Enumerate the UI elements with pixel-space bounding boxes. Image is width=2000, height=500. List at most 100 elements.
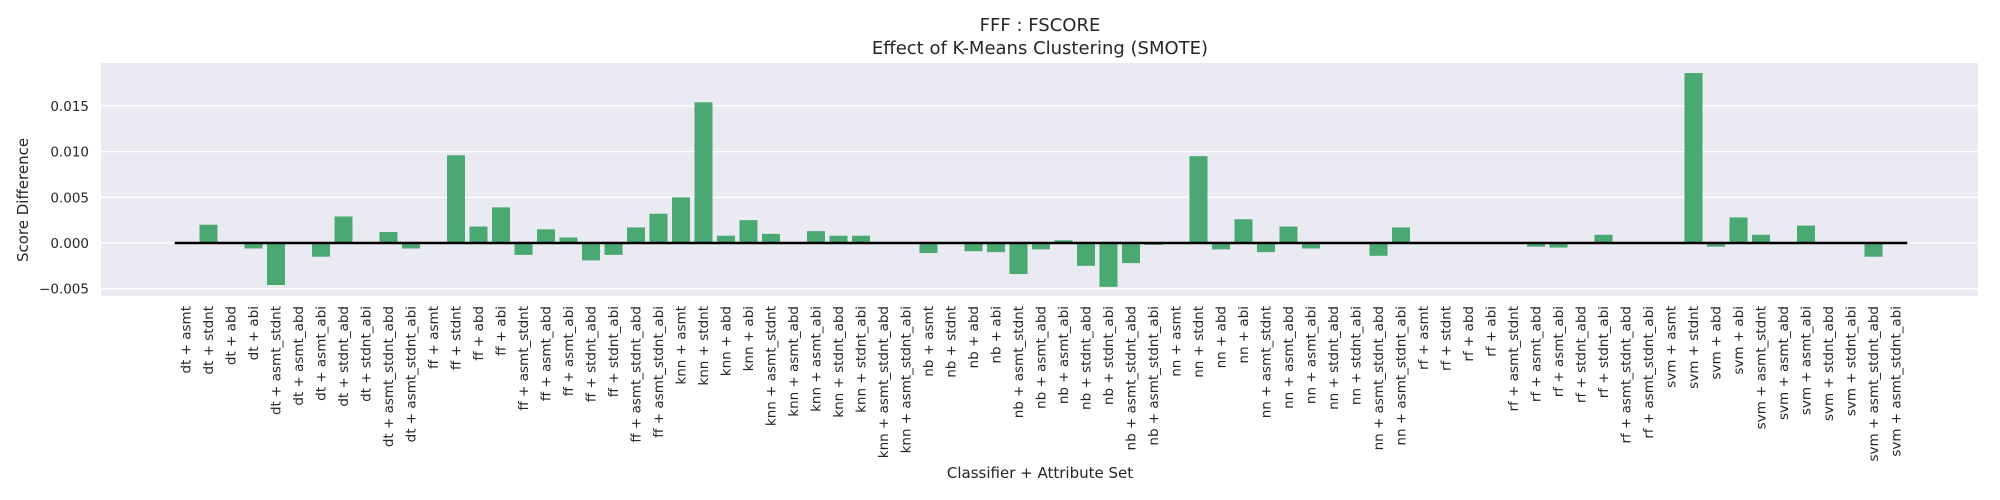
bar xyxy=(1212,243,1230,250)
x-tick-label: ff + stdnt xyxy=(449,306,465,370)
chart-title: FFF : FSCORE xyxy=(980,15,1101,36)
x-tick-label: svm + stdnt xyxy=(1686,306,1702,389)
bar xyxy=(964,243,983,252)
x-tick-label: nb + stdnt xyxy=(944,306,960,378)
y-tick-labels: −0.005 0.000 0.005 0.010 0.015 xyxy=(39,99,89,298)
x-tick-label: knn + stdnt xyxy=(696,306,712,386)
y-tick-label: 0.000 xyxy=(50,236,89,252)
x-tick-label: rf + asmt xyxy=(1416,306,1432,370)
x-tick-label: nn + asmt_stdnt xyxy=(1259,306,1275,418)
bar xyxy=(1392,227,1410,244)
bar xyxy=(1594,234,1613,244)
x-tick-label: dt + asmt xyxy=(179,306,195,374)
bar xyxy=(762,233,780,244)
chart-subtitle: Effect of K-Means Clustering (SMOTE) xyxy=(872,38,1208,59)
bar xyxy=(1729,217,1748,244)
x-tick-label: rf + asmt_stdnt xyxy=(1506,306,1522,411)
x-tick-label: rf + abi xyxy=(1484,306,1500,357)
bar xyxy=(1707,243,1725,247)
bar xyxy=(1099,243,1118,287)
x-tick-label: svm + asmt xyxy=(1664,306,1680,388)
bar xyxy=(1122,243,1140,264)
x-tick-label: svm + abi xyxy=(1731,306,1747,375)
x-tick-label: ff + asmt_stdnt_abi xyxy=(651,306,667,438)
x-tick-label: svm + abd xyxy=(1709,306,1725,379)
bar xyxy=(1032,243,1050,250)
x-tick-label: dt + asmt_abd xyxy=(291,306,307,406)
x-tick-label: ff + abi xyxy=(494,306,510,356)
x-tick-label: nb + asmt_abd xyxy=(1034,306,1050,409)
x-tick-label: dt + asmt_stdnt_abd xyxy=(381,306,397,447)
x-tick-label: knn + asmt_abi xyxy=(809,306,825,412)
x-tick-label: ff + asmt_abi xyxy=(561,306,577,396)
x-tick-label: knn + abi xyxy=(741,306,757,371)
bar xyxy=(1527,243,1545,247)
bar xyxy=(694,102,713,244)
x-tick-label: nb + asmt_stdnt xyxy=(1011,306,1027,418)
bar xyxy=(312,243,330,257)
bar xyxy=(469,226,488,244)
x-tick-label: dt + stdnt_abd xyxy=(336,306,352,407)
bar xyxy=(1009,243,1028,275)
x-tick-label: svm + asmt_abd xyxy=(1776,306,1792,420)
bar xyxy=(559,237,578,244)
x-tick-label: nn + asmt_stdnt_abi xyxy=(1394,306,1410,446)
bar xyxy=(514,243,533,255)
plot-background xyxy=(101,63,1978,296)
x-tick-label: ff + asmt_stdnt xyxy=(516,306,532,410)
bar xyxy=(1054,240,1073,244)
bar xyxy=(582,243,600,261)
x-tick-label: ff + abd xyxy=(471,306,487,361)
y-tick-label: 0.010 xyxy=(50,145,89,161)
x-tick-label: svm + asmt_abi xyxy=(1799,306,1815,415)
x-tick-label: rf + asmt_stdnt_abi xyxy=(1641,306,1657,439)
x-tick-label: ff + asmt xyxy=(426,306,442,369)
x-tick-labels: dt + asmt dt + stdnt dt + abd dt + abi dt + … xyxy=(179,306,1905,461)
bar xyxy=(199,224,218,244)
x-tick-label: nb + asmt_abi xyxy=(1056,306,1072,404)
x-tick-label: ff + stdnt_abi xyxy=(606,306,622,397)
bar xyxy=(267,243,285,286)
x-tick-label: nb + asmt xyxy=(921,306,937,377)
x-tick-label: knn + abd xyxy=(719,306,735,376)
x-tick-label: ff + asmt_abd xyxy=(539,306,555,401)
x-tick-label: dt + asmt_abi xyxy=(314,306,330,401)
bar xyxy=(829,235,848,244)
x-tick-label: nn + asmt_abi xyxy=(1304,306,1320,404)
bar xyxy=(537,229,555,244)
x-tick-label: nb + asmt_stdnt_abd xyxy=(1124,306,1140,450)
x-tick-label: nn + abi xyxy=(1236,306,1252,364)
x-tick-label: dt + abi xyxy=(246,306,262,360)
bar xyxy=(1257,243,1275,253)
x-tick-label: svm + asmt_stdnt xyxy=(1754,306,1770,429)
bar xyxy=(1234,219,1253,244)
bar xyxy=(604,243,623,255)
bar xyxy=(739,220,758,244)
bar xyxy=(334,216,353,244)
x-tick-label: knn + asmt_stdnt_abi xyxy=(899,306,915,453)
x-tick-label: rf + stdnt_abi xyxy=(1596,306,1612,398)
bar xyxy=(1302,243,1320,249)
x-tick-label: rf + asmt_stdnt_abd xyxy=(1619,306,1635,444)
bar xyxy=(627,227,645,244)
x-tick-label: nb + abi xyxy=(989,306,1005,364)
x-tick-label: svm + asmt_stdnt_abi xyxy=(1889,306,1905,457)
x-tick-label: svm + stdnt_abi xyxy=(1844,306,1860,416)
x-tick-label: nb + asmt_stdnt_abi xyxy=(1146,306,1162,446)
bar xyxy=(402,243,420,249)
x-tick-label: rf + asmt_abi xyxy=(1551,306,1567,397)
bar xyxy=(1549,243,1568,248)
bar xyxy=(1279,226,1298,244)
bar xyxy=(447,155,465,244)
x-tick-label: knn + asmt xyxy=(674,306,690,385)
bar xyxy=(492,207,510,244)
x-tick-label: rf + stdnt xyxy=(1439,306,1455,371)
bar xyxy=(649,213,668,244)
x-tick-label: dt + asmt_stdnt_abi xyxy=(404,306,420,442)
bar xyxy=(672,197,690,244)
x-tick-label: nb + abd xyxy=(966,306,982,368)
x-tick-label: nb + stdnt_abi xyxy=(1101,306,1117,405)
y-tick-label: 0.015 xyxy=(50,99,89,115)
bar xyxy=(987,243,1005,253)
x-tick-label: svm + asmt_stdnt_abd xyxy=(1866,306,1882,461)
